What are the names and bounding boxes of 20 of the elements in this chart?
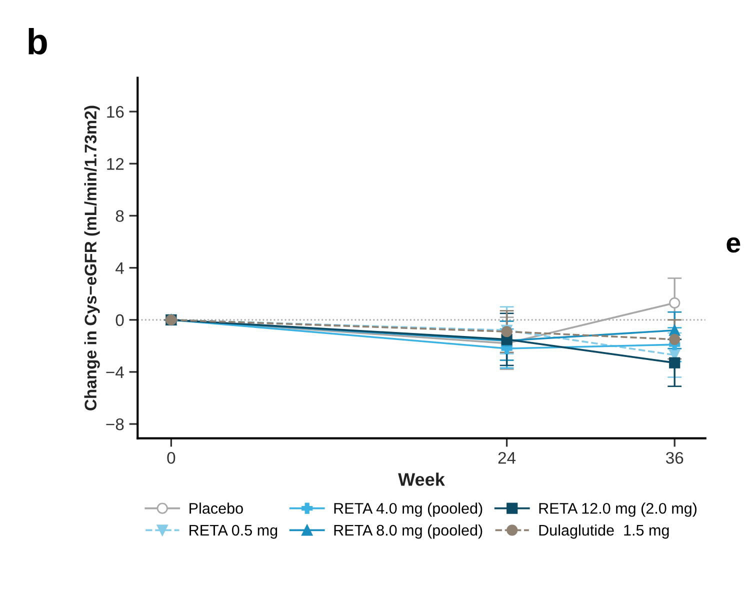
x-tick-label: 36 <box>666 452 684 464</box>
legend-label: RETA 8.0 mg (pooled) <box>334 524 482 539</box>
legend-label: Dulaglutide 1.5 mg <box>539 524 669 539</box>
y-tick-label: 16 <box>107 106 124 118</box>
y-axis-title: Change in Cys−eGFR (mL/min/1.73m2) <box>84 106 100 410</box>
legend-label: Placebo <box>190 502 243 514</box>
text: b <box>28 28 47 55</box>
text: e <box>726 237 740 253</box>
legend-label: RETA 0.5 mg <box>190 524 278 539</box>
y-tick-label: 4 <box>116 262 124 274</box>
y-tick-label: 8 <box>116 210 124 222</box>
x-tick-label: 24 <box>498 452 516 464</box>
y-tick-label: 0 <box>116 314 124 326</box>
x-tick-label: 0 <box>167 452 176 464</box>
y-tick-label: −8 <box>106 418 124 430</box>
x-axis-title: Week <box>398 472 445 486</box>
y-tick-label: −4 <box>106 366 124 378</box>
y-tick-label: 12 <box>107 158 124 170</box>
legend-label: RETA 12.0 mg (2.0 mg) <box>539 502 696 517</box>
legend-label: RETA 4.0 mg (pooled) <box>334 502 482 517</box>
